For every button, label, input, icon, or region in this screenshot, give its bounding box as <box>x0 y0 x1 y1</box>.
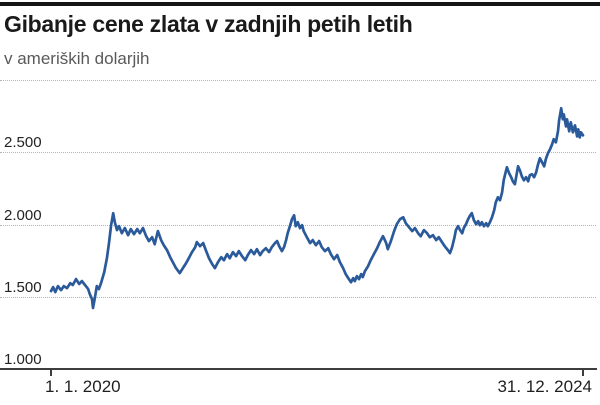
x-axis-tick-start <box>50 370 52 376</box>
y-axis-label-1500: 1.500 <box>4 279 42 296</box>
chart-title: Gibanje cene zlata v zadnjih petih letih <box>4 11 413 37</box>
x-axis-label-start: 1. 1. 2020 <box>45 377 121 396</box>
gridline-3000 <box>0 80 596 81</box>
gridline-2000 <box>0 225 596 226</box>
gridline-1500 <box>0 297 596 298</box>
price-line <box>49 106 585 310</box>
chart-subtitle: v ameriških dolarjih <box>4 49 150 68</box>
x-axis-label-end: 31. 12. 2024 <box>497 377 592 396</box>
x-axis-line <box>0 368 597 370</box>
gridline-2500 <box>0 152 596 153</box>
y-axis-label-2000: 2.000 <box>4 207 42 224</box>
y-axis-label-1000: 1.000 <box>4 351 42 368</box>
y-axis-label-2500: 2.500 <box>4 134 42 151</box>
top-accent-bar <box>0 2 600 6</box>
x-axis-tick-end <box>582 370 584 376</box>
